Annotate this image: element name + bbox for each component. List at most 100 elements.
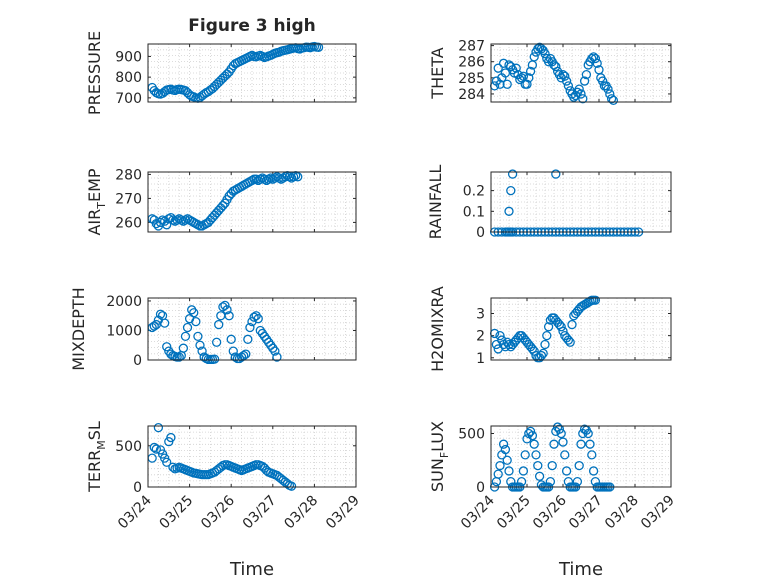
data-point	[554, 424, 565, 434]
data-point	[533, 460, 543, 471]
data-point	[506, 185, 516, 196]
data-point	[495, 460, 505, 471]
data-point	[189, 308, 199, 318]
data-point	[243, 334, 253, 344]
ytick-label: 2	[476, 329, 485, 345]
data-point	[493, 469, 503, 479]
data-point	[547, 460, 557, 471]
xtick-label: 03/28	[602, 493, 642, 533]
data-point	[587, 450, 597, 460]
data-point	[538, 348, 548, 359]
xtick-label: 03/27	[240, 493, 280, 533]
axes-frame	[490, 171, 672, 233]
ytick-label: 3	[476, 307, 485, 323]
data-point	[491, 476, 502, 487]
data-point	[147, 453, 157, 463]
xtick-label: 03/28	[281, 493, 321, 533]
data-point	[540, 339, 550, 350]
grid-pressure	[148, 44, 356, 102]
ytick-label: 260	[115, 215, 142, 231]
data-point	[561, 466, 572, 476]
data-point	[558, 437, 568, 447]
data-point	[588, 466, 599, 476]
ylabel-h2omixra: H2OMIXRA	[428, 286, 447, 372]
series-theta	[489, 42, 619, 106]
grid-rainfall	[491, 172, 671, 232]
data-point	[162, 220, 172, 230]
data-point	[574, 84, 584, 94]
ytick-label: 1	[476, 351, 485, 367]
data-point	[500, 444, 511, 455]
data-point	[540, 49, 550, 59]
data-point	[495, 330, 505, 341]
data-point	[226, 334, 236, 344]
data-point	[293, 172, 303, 182]
ytick-label: 284	[458, 87, 485, 103]
data-point	[587, 53, 597, 64]
xtick-label: 03/29	[638, 493, 678, 533]
data-point	[504, 206, 514, 216]
ytick-label: 285	[458, 71, 485, 87]
ylabel-terr_msl: TERRMSL	[85, 421, 108, 493]
ytick-label: 800	[115, 70, 142, 86]
ytick-label: 280	[115, 167, 142, 183]
ytick-label: 0	[476, 225, 485, 241]
data-point	[524, 73, 534, 83]
data-point	[529, 52, 539, 62]
data-point	[531, 450, 541, 460]
data-point	[516, 476, 527, 487]
data-point	[556, 322, 566, 332]
ytick-label: 500	[115, 439, 142, 455]
data-point	[249, 312, 259, 322]
data-point	[228, 346, 238, 356]
data-point	[579, 76, 590, 86]
data-point	[581, 69, 592, 80]
ytick-label: 0.1	[463, 204, 485, 220]
data-point	[525, 426, 536, 437]
data-point	[241, 349, 251, 359]
data-point	[288, 172, 299, 182]
ytick-label: 0	[133, 353, 142, 369]
axes-frame	[147, 297, 357, 361]
data-point	[578, 94, 588, 104]
data-point	[583, 428, 593, 439]
data-point	[286, 481, 297, 491]
series-terr_msl	[147, 422, 297, 491]
grid-terr_msl	[148, 426, 356, 487]
ytick-label: 700	[115, 91, 142, 107]
data-point	[567, 319, 577, 330]
axes-pressure: 700 800 900 PRESSURE	[85, 31, 357, 115]
data-point	[489, 81, 500, 91]
ytick-label: 287	[458, 39, 485, 55]
data-point	[533, 44, 543, 54]
data-point	[153, 422, 164, 433]
data-point	[608, 95, 619, 106]
ylabel-air_temp: AIRTEMP	[85, 168, 108, 235]
data-point	[561, 76, 572, 86]
ytick-label: 1000	[106, 323, 142, 339]
axes-terr_msl: 0 500 03/24 03/25 03/26 03/27 03/28 03/29 Time TE…	[85, 421, 363, 580]
data-point	[253, 314, 263, 324]
data-point	[502, 455, 512, 465]
data-point	[542, 330, 552, 341]
axes-mixdepth: 0 1000 2000 MIXDEPTH	[69, 287, 357, 371]
axes-rainfall: 0 0.1 0.2 RAINFALL	[426, 165, 672, 241]
data-point	[162, 457, 172, 467]
xlabel-sun_flux: Time	[558, 559, 603, 580]
data-point	[224, 311, 234, 321]
data-point	[556, 428, 566, 439]
ytick-label: 900	[115, 49, 142, 65]
data-point	[209, 354, 220, 364]
data-point	[495, 79, 505, 89]
data-point	[551, 169, 561, 179]
ytick-label: 0	[476, 480, 485, 496]
data-point	[149, 442, 159, 453]
data-point	[191, 316, 201, 327]
ylabel-theta: THETA	[428, 47, 447, 99]
figure-title: Figure 3 high	[188, 16, 316, 36]
ytick-label: 0.2	[463, 184, 485, 200]
xlabel-terr_msl: Time	[229, 559, 274, 580]
data-point	[576, 439, 586, 449]
data-point	[560, 71, 570, 81]
